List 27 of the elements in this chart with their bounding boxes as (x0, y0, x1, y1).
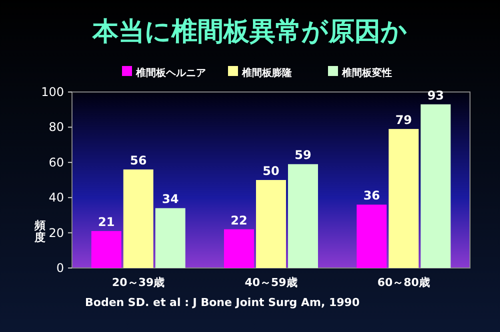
data-label: 56 (130, 153, 147, 168)
legend-label: 椎間板ヘルニア (135, 67, 206, 79)
legend-label: 椎間板変性 (341, 67, 392, 79)
y-tick-label: 20 (48, 226, 64, 240)
legend-item: 椎間板変性 (328, 66, 392, 79)
y-tick-label: 60 (48, 155, 64, 170)
legend-label: 椎間板膨隆 (241, 67, 292, 79)
data-label: 36 (363, 188, 380, 203)
x-tick-label: 60～80歳 (377, 276, 430, 289)
chart-title: 本当に椎間板異常が原因か (92, 17, 408, 47)
legend-item: 椎間板ヘルニア (122, 66, 206, 79)
data-label: 59 (294, 148, 312, 162)
data-label: 79 (395, 112, 412, 127)
data-label: 34 (162, 192, 179, 206)
x-tick-label: 20～39歳 (112, 276, 165, 289)
x-tick-label: 40～59歳 (244, 276, 298, 289)
data-label: 50 (262, 164, 280, 178)
y-tick-label: 40 (48, 190, 64, 205)
data-label: 93 (427, 88, 444, 102)
y-axis-title: 頻度 (34, 218, 46, 244)
y-tick-label: 80 (48, 120, 64, 134)
data-label: 22 (230, 213, 248, 228)
legend-item: 椎間板膨隆 (228, 66, 292, 79)
y-tick-label: 100 (41, 85, 64, 99)
y-tick-label: 0 (56, 261, 64, 275)
text: Boden SD. et al : J Bone Joint Surg Am, 1990 (85, 296, 360, 309)
data-label: 21 (98, 215, 115, 230)
